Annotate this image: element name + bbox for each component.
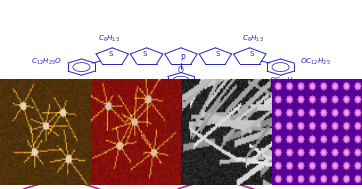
Text: P: P (181, 54, 185, 63)
Text: $C_{12}H_{25}O$: $C_{12}H_{25}O$ (31, 56, 62, 67)
Text: S: S (143, 51, 147, 57)
Text: S: S (215, 51, 219, 57)
Text: $OC_{12}H_{25}$: $OC_{12}H_{25}$ (300, 56, 331, 67)
Text: $C_6H_{13}$: $C_6H_{13}$ (98, 33, 119, 44)
Text: $C_6H_{13}$: $C_6H_{13}$ (243, 33, 264, 44)
Text: O: O (178, 66, 184, 75)
Text: $OC_{12}H_{25}$: $OC_{12}H_{25}$ (269, 76, 300, 86)
Text: S: S (249, 51, 254, 57)
Text: $OC_{12}H_{25}$: $OC_{12}H_{25}$ (269, 81, 300, 91)
Text: S: S (108, 51, 113, 57)
Text: $OC_{12}H_{25}$: $OC_{12}H_{25}$ (62, 79, 93, 90)
